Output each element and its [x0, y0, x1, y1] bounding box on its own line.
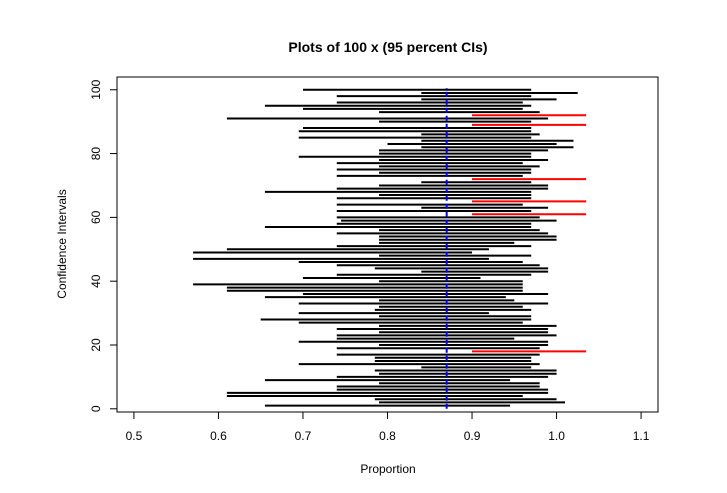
y-tick-label: 60 [89, 210, 103, 224]
y-tick-label: 80 [89, 147, 103, 161]
x-tick-label: 1.1 [633, 429, 650, 443]
y-tick-label: 20 [89, 338, 103, 352]
y-tick-label: 40 [89, 274, 103, 288]
x-tick-label: 1.0 [548, 429, 565, 443]
y-axis-label: Confidence Intervals [55, 189, 69, 298]
x-tick-label: 0.6 [210, 429, 227, 443]
x-tick-label: 0.5 [126, 429, 143, 443]
y-tick-label: 0 [89, 405, 103, 412]
x-axis-label: Proportion [360, 462, 415, 476]
y-axis: 0 20 40 60 80 100 [89, 79, 117, 412]
x-tick-label: 0.8 [379, 429, 396, 443]
interval-series [193, 88, 587, 407]
y-tick-label: 100 [89, 79, 103, 99]
x-tick-label: 0.7 [295, 429, 312, 443]
x-axis: 0.5 0.6 0.7 0.8 0.9 1.0 1.1 [126, 412, 650, 443]
chart-title: Plots of 100 x (95 percent CIs) [288, 39, 487, 55]
x-tick-label: 0.9 [464, 429, 481, 443]
